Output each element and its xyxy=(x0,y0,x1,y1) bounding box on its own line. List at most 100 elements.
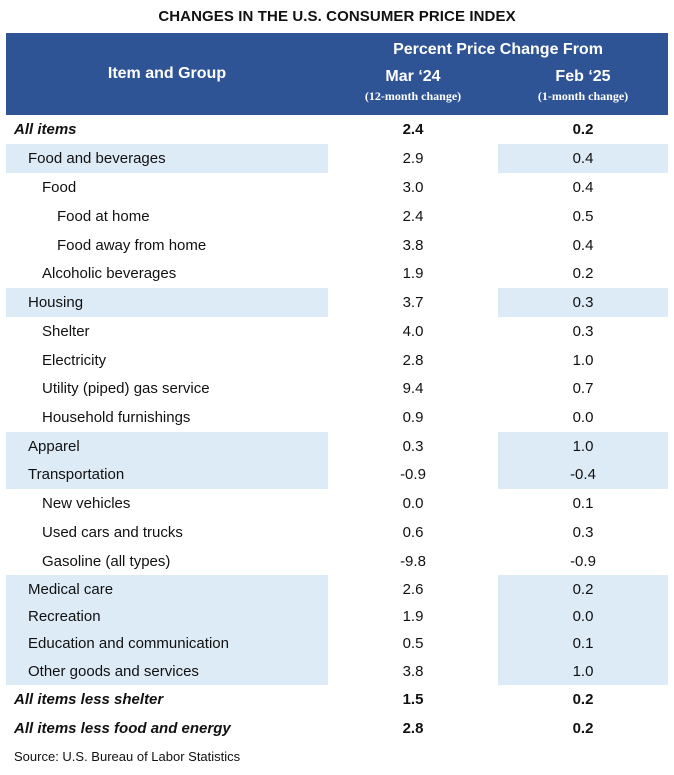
row-value-12-month: 2.4 xyxy=(402,121,424,138)
table-row: Electricity 2.8 1.0 xyxy=(6,346,668,374)
row-value-1-month: 0.2 xyxy=(498,575,668,603)
table-row: Utility (piped) gas service 9.4 0.7 xyxy=(6,374,668,403)
row-value-12-month: 1.5 xyxy=(402,691,424,708)
row-item: Household furnishings xyxy=(42,409,191,426)
row-value-1-month: 0.3 xyxy=(572,323,594,340)
row-value-12-month: 2.4 xyxy=(402,208,424,225)
row-item: Food xyxy=(42,179,77,196)
row-item: Used cars and trucks xyxy=(42,524,183,541)
row-item: Housing xyxy=(6,288,328,317)
row-item: Transportation xyxy=(6,460,328,489)
row-value-1-month: 1.0 xyxy=(498,432,668,460)
row-item: New vehicles xyxy=(42,495,131,512)
row-value-12-month: 1.9 xyxy=(402,265,424,282)
row-value-1-month: 0.2 xyxy=(572,265,594,282)
table-title: CHANGES IN THE U.S. CONSUMER PRICE INDEX xyxy=(158,8,516,25)
row-item: Other goods and services xyxy=(6,657,328,685)
row-value-12-month: 3.8 xyxy=(402,662,424,680)
row-value-12-month: 2.6 xyxy=(402,580,424,598)
row-value-12-month: 0.6 xyxy=(402,524,424,541)
row-item: All items less shelter xyxy=(14,691,164,708)
row-value-12-month: 2.8 xyxy=(402,720,424,737)
row-item: Education and communication xyxy=(6,630,328,657)
row-value-12-month: 9.4 xyxy=(402,380,424,397)
row-item: All items less food and energy xyxy=(14,720,231,737)
row-value-12-month: -9.8 xyxy=(400,552,426,570)
row-value-1-month: 0.2 xyxy=(572,121,594,138)
row-value-1-month: 0.2 xyxy=(572,691,594,708)
row-value-1-month: 0.3 xyxy=(572,524,594,541)
table-row: Household furnishings 0.9 0.0 xyxy=(6,403,668,432)
row-value-1-month: -0.9 xyxy=(570,552,596,570)
row-value-1-month: 0.3 xyxy=(498,288,668,317)
table-row: Medical care 2.6 0.2 xyxy=(6,575,668,603)
table-row: Food and beverages 2.9 0.4 xyxy=(6,144,668,173)
row-value-1-month: 0.1 xyxy=(498,630,668,657)
column-header-label: Mar ‘24 xyxy=(385,68,441,85)
column-header-mar24: Mar ‘24 (12-month change) xyxy=(328,66,498,104)
table-row: Transportation -0.9 -0.4 xyxy=(6,460,668,489)
row-value-12-month: 0.9 xyxy=(402,409,424,426)
row-value-1-month: 0.4 xyxy=(572,179,594,196)
row-value-1-month: 0.1 xyxy=(572,495,594,512)
row-value-12-month: 0.3 xyxy=(402,437,424,455)
table-row: Education and communication 0.5 0.1 xyxy=(6,630,668,657)
row-value-12-month: 3.0 xyxy=(402,179,424,196)
row-value-12-month: 0.0 xyxy=(402,495,424,512)
table-row: All items 2.4 0.2 xyxy=(6,115,668,144)
table-row: Housing 3.7 0.3 xyxy=(6,288,668,317)
row-value-1-month: 0.0 xyxy=(498,603,668,630)
table-header: Item and Group Percent Price Change From… xyxy=(6,33,668,115)
table-row: Food at home 2.4 0.5 xyxy=(6,202,668,231)
row-item: Recreation xyxy=(6,603,328,630)
table-body: All items 2.4 0.2 Food and beverages 2.9… xyxy=(6,115,668,743)
row-value-1-month: 0.4 xyxy=(498,144,668,173)
row-value-1-month: 1.0 xyxy=(572,351,594,369)
row-value-12-month: 0.5 xyxy=(402,635,424,652)
row-value-1-month: 1.0 xyxy=(498,657,668,685)
row-item: Alcoholic beverages xyxy=(42,265,177,282)
row-value-12-month: 3.8 xyxy=(402,236,424,254)
table-row: Recreation 1.9 0.0 xyxy=(6,603,668,630)
row-item: Medical care xyxy=(6,575,328,603)
table-row: New vehicles 0.0 0.1 xyxy=(6,489,668,518)
row-item: Food at home xyxy=(57,208,150,225)
row-item: Food and beverages xyxy=(6,144,328,173)
table-row: Used cars and trucks 0.6 0.3 xyxy=(6,518,668,547)
row-value-12-month: 4.0 xyxy=(402,323,424,340)
row-value-1-month: 0.2 xyxy=(572,720,594,737)
row-value-1-month: 0.7 xyxy=(572,380,594,397)
row-item: All items xyxy=(14,121,77,138)
table-row: Apparel 0.3 1.0 xyxy=(6,432,668,460)
item-and-group-header: Item and Group xyxy=(107,65,227,82)
table-row: Gasoline (all types) -9.8 -0.9 xyxy=(6,547,668,575)
row-value-1-month: -0.4 xyxy=(498,460,668,489)
row-value-12-month: 3.7 xyxy=(402,294,424,311)
row-item: Food away from home xyxy=(57,236,207,254)
row-item: Apparel xyxy=(6,432,328,460)
table-row: All items less food and energy 2.8 0.2 xyxy=(6,714,668,743)
percent-change-group-header: Percent Price Change From xyxy=(393,41,603,58)
row-value-12-month: -0.9 xyxy=(400,466,426,483)
table-row: Food 3.0 0.4 xyxy=(6,173,668,202)
row-value-12-month: 2.9 xyxy=(402,150,424,167)
table-row: Other goods and services 3.8 1.0 xyxy=(6,657,668,685)
row-item: Utility (piped) gas service xyxy=(42,380,210,397)
row-item: Electricity xyxy=(42,351,107,369)
table-row: Shelter 4.0 0.3 xyxy=(6,317,668,346)
table-row: Food away from home 3.8 0.4 xyxy=(6,231,668,259)
column-header-feb25: Feb ‘25 (1-month change) xyxy=(498,66,668,104)
row-value-1-month: 0.0 xyxy=(572,409,594,426)
column-header-sublabel: (1-month change) xyxy=(537,89,629,103)
source-note: Source: U.S. Bureau of Labor Statistics xyxy=(14,749,241,764)
row-item: Shelter xyxy=(42,323,90,340)
column-header-sublabel: (12-month change) xyxy=(364,89,462,103)
row-value-12-month: 1.9 xyxy=(402,608,424,625)
column-header-label: Feb ‘25 xyxy=(555,68,611,85)
row-item: Gasoline (all types) xyxy=(42,552,171,570)
row-value-1-month: 0.4 xyxy=(572,236,594,254)
table-row: Alcoholic beverages 1.9 0.2 xyxy=(6,259,668,288)
table-row: All items less shelter 1.5 0.2 xyxy=(6,685,668,714)
row-value-12-month: 2.8 xyxy=(402,351,424,369)
row-value-1-month: 0.5 xyxy=(572,208,594,225)
